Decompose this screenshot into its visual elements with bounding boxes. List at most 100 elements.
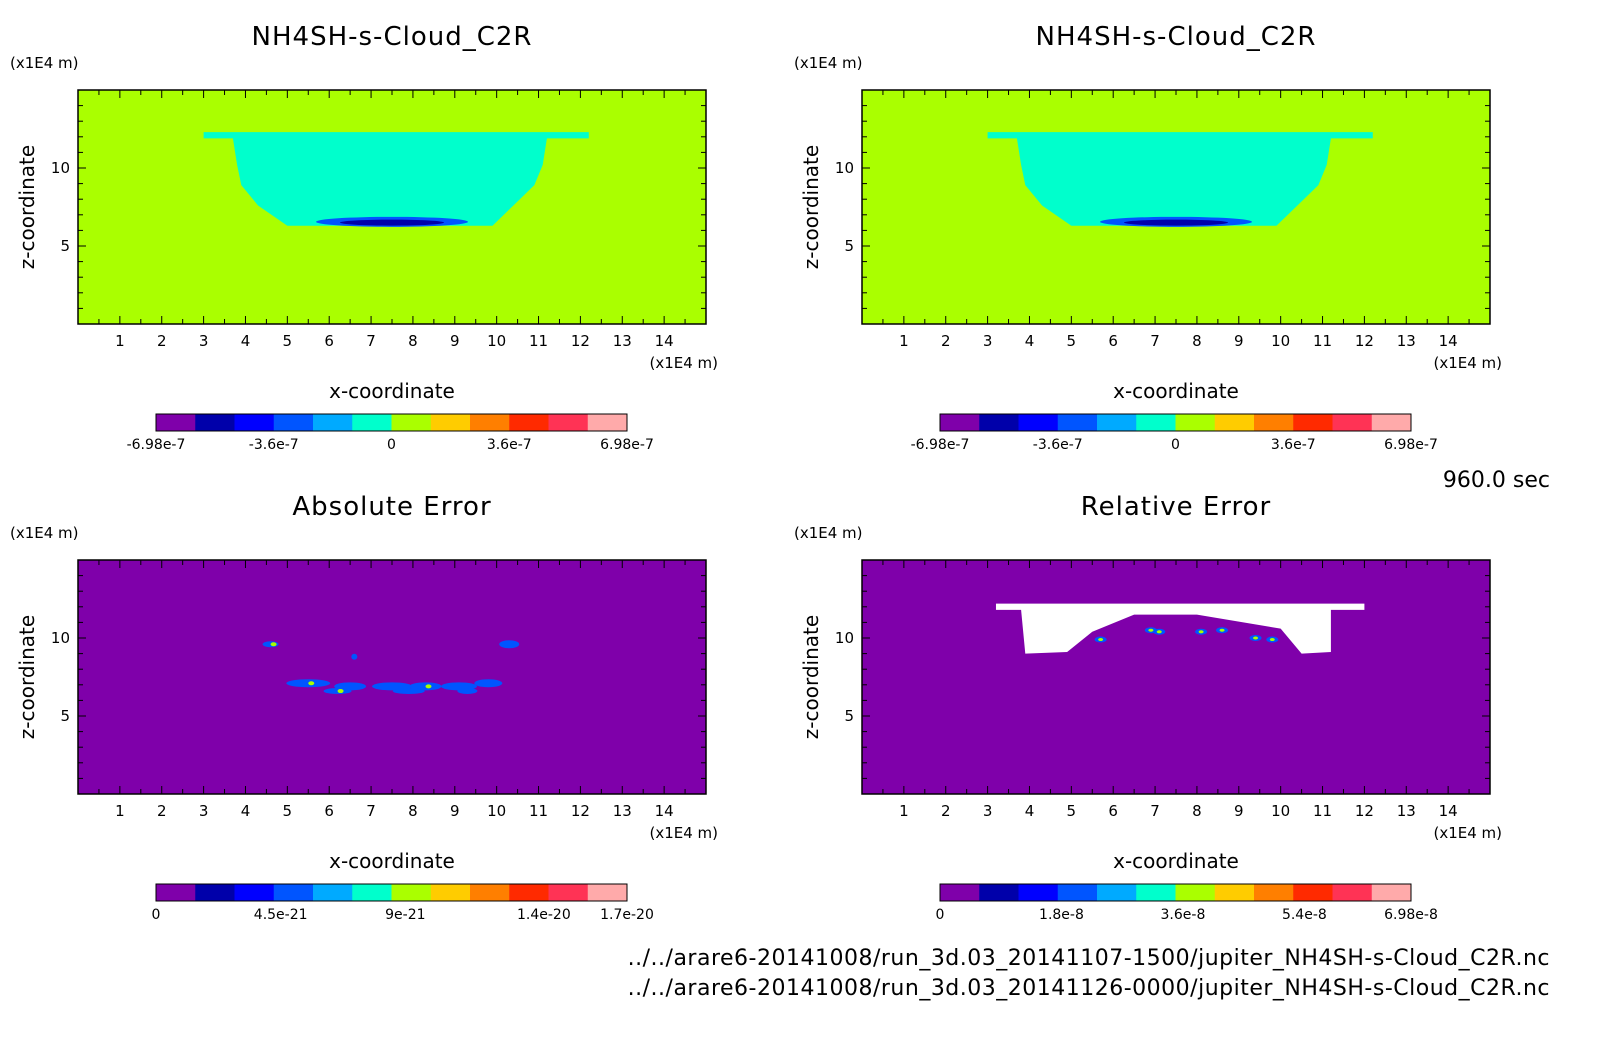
error-spot-peak [425,684,432,689]
error-spot-peak [1219,628,1225,632]
x-tick-label: 8 [408,802,418,820]
x-unit-label: (x1E4 m) [1433,354,1502,372]
x-tick-label: 2 [941,332,951,350]
x-tick-label: 11 [529,332,548,350]
x-tick-label: 6 [324,332,334,350]
colorbar-swatch [509,884,549,901]
colorbar-swatch [1175,414,1216,431]
colorbar-swatch [1254,414,1294,431]
colorbar: 0 4.5e-21 9e-21 1.4e-20 1.7e-20 [152,883,654,923]
x-tick-label: 1 [115,802,125,820]
colorbar-swatch [940,414,980,431]
colorbar-frame [939,883,1412,902]
y-unit-label: (x1E4 m) [10,524,79,542]
colorbar-swatch [391,414,432,431]
error-spot-peak [1198,630,1204,634]
colorbar-tick-label: 1.8e-8 [1039,907,1084,923]
x-tick-label: 8 [1192,332,1202,350]
x-tick-label: 1 [899,802,909,820]
y-tick-label: 5 [60,237,70,255]
x-tick-label: 12 [571,802,590,820]
x-tick-label: 13 [613,332,632,350]
colorbar-swatch [587,884,628,901]
x-tick-label: 4 [241,332,251,350]
colorbar: -6.98e-7 -3.6e-7 0 3.6e-7 6.98e-7 [127,413,654,453]
colorbar-tick-label: -3.6e-7 [249,437,299,453]
x-tick-label: 12 [571,332,590,350]
x-tick-label: 6 [324,802,334,820]
x-tick-label: 3 [983,332,993,350]
x-tick-label: 6 [1108,332,1118,350]
colorbar-tick-label: 3.6e-7 [1271,437,1316,453]
timestamp-label: 960.0 sec [1442,468,1550,493]
x-tick-label: 13 [1397,332,1416,350]
colorbar-swatch [313,884,353,901]
colorbar-swatch [156,414,196,431]
colorbar-tick-label: 3.6e-8 [1161,907,1206,923]
colorbar-tick-label: -6.98e-7 [911,437,970,453]
chart-panel-1: NH4SH-s-Cloud_C2R(x1E4 m)(x1E4 m)1 2 3 4 5 6 7… [10,22,718,453]
x-unit-label: (x1E4 m) [1433,824,1502,842]
y-tick-label: 10 [835,159,854,177]
error-spot [499,640,520,649]
x-tick-label: 6 [1108,802,1118,820]
chart-panel-3: Absolute Error(x1E4 m)(x1E4 m)1 2 3 4 5 6 7 8 9 1… [10,492,718,923]
colorbar-frame [155,883,628,902]
cloud-region [203,132,589,226]
y-tick-label: 10 [51,629,70,647]
chart-title: NH4SH-s-Cloud_C2R [252,22,533,52]
y-axis-label: z-coordinate [799,145,823,269]
colorbar-swatch [1018,414,1059,431]
colorbar-swatch [1371,884,1412,901]
colorbar-swatch [1175,884,1216,901]
chart-title: Relative Error [1081,492,1272,522]
x-tick-label: 10 [487,802,506,820]
colorbar-swatch [195,414,235,431]
cloud-region [987,132,1373,226]
x-tick-label: 8 [408,332,418,350]
x-unit-label: (x1E4 m) [649,354,718,372]
y-tick-label: 5 [844,237,854,255]
chart-panel-4: Relative Error(x1E4 m)(x1E4 m)1 2 3 4 5 6 7 8 9 1… [794,492,1502,923]
error-spot-peak [1098,638,1104,642]
colorbar-swatch [352,884,392,901]
x-axis-label: x-coordinate [1113,849,1239,873]
y-axis-label: z-coordinate [799,615,823,739]
y-axis-label: z-coordinate [15,145,39,269]
x-tick-label: 13 [1397,802,1416,820]
colorbar-swatch [979,884,1019,901]
x-tick-label: 5 [283,332,293,350]
colorbar-swatch [1018,884,1059,901]
colorbar-swatch [1097,414,1137,431]
x-tick-label: 2 [157,332,167,350]
y-tick-label: 5 [60,707,70,725]
colorbar-tick-label: 0 [1171,437,1180,453]
colorbar-swatch [234,414,275,431]
x-tick-label: 12 [1355,332,1374,350]
colorbar-tick-label: 3.6e-7 [487,437,532,453]
error-spot-peak [1253,636,1259,640]
x-tick-label: 2 [157,802,167,820]
x-tick-label: 13 [613,802,632,820]
y-axis-label: z-coordinate [15,615,39,739]
colorbar-tick-label: 0 [152,907,161,923]
colorbar-tick-label: 1.7e-20 [600,907,654,923]
x-tick-label: 11 [529,802,548,820]
x-tick-label: 3 [983,802,993,820]
undefined-region [995,603,1365,654]
colorbar-swatch [234,884,275,901]
colorbar-tick-label: 6.98e-8 [1384,907,1438,923]
x-tick-label: 14 [655,802,674,820]
y-unit-label: (x1E4 m) [10,54,79,72]
colorbar-swatch [470,884,510,901]
colorbar-swatch [1057,414,1098,431]
x-tick-label: 7 [366,332,376,350]
cloud-base-core [340,219,444,226]
x-tick-label: 5 [283,802,293,820]
x-axis-label: x-coordinate [329,379,455,403]
colorbar-swatch [313,414,353,431]
colorbar-swatch [195,884,235,901]
plot-area [78,560,706,794]
chart-title: NH4SH-s-Cloud_C2R [1036,22,1317,52]
